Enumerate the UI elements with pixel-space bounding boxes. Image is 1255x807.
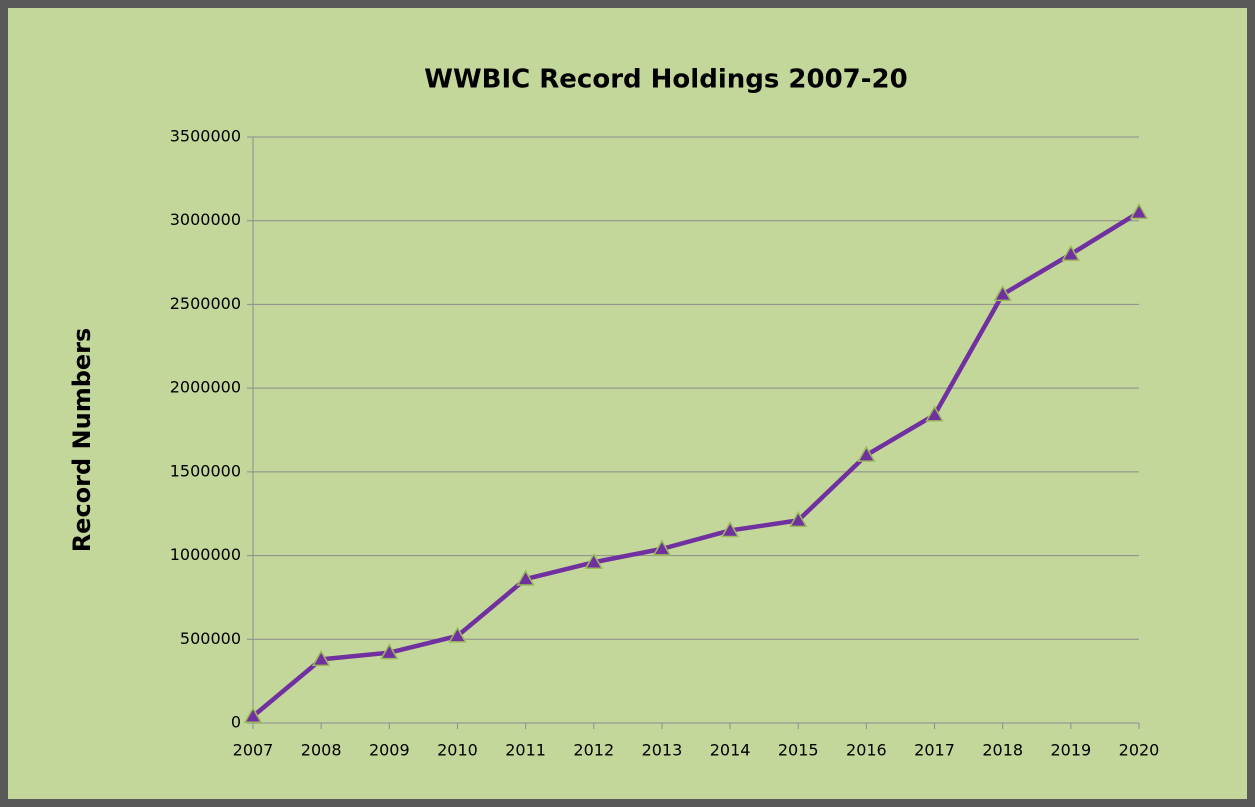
data-marker bbox=[584, 552, 604, 570]
x-tick-label: 2008 bbox=[301, 741, 342, 760]
y-tick-label: 3000000 bbox=[170, 210, 241, 229]
x-tick-label: 2016 bbox=[846, 741, 887, 760]
data-marker bbox=[652, 539, 672, 556]
x-tick-label: 2019 bbox=[1050, 741, 1091, 760]
x-tick-label: 2020 bbox=[1119, 741, 1160, 760]
y-tick-label: 0 bbox=[231, 713, 241, 732]
x-tick-label: 2017 bbox=[914, 741, 955, 760]
data-marker bbox=[1061, 244, 1081, 261]
x-tick-label: 2009 bbox=[369, 741, 410, 760]
data-marker bbox=[788, 510, 808, 528]
x-tick-label: 2011 bbox=[505, 741, 546, 760]
data-line bbox=[251, 210, 1141, 719]
x-tick-label: 2015 bbox=[778, 741, 819, 760]
x-tick-label: 2007 bbox=[233, 741, 274, 760]
data-marker bbox=[720, 520, 740, 538]
x-tick-label: 2013 bbox=[642, 741, 683, 760]
y-tick-label: 1000000 bbox=[170, 545, 241, 564]
data-marker bbox=[857, 445, 876, 462]
data-marker bbox=[243, 706, 263, 724]
data-marker bbox=[380, 643, 399, 660]
data-marker bbox=[925, 405, 944, 422]
chart-title: WWBIC Record Holdings 2007-20 bbox=[424, 65, 907, 95]
y-axis-label: Record Numbers bbox=[68, 328, 96, 553]
data-marker bbox=[1129, 202, 1149, 220]
x-tick-label: 2014 bbox=[710, 741, 751, 760]
x-tick-label: 2018 bbox=[982, 741, 1023, 760]
y-tick-label: 2000000 bbox=[170, 378, 241, 397]
data-marker bbox=[993, 284, 1012, 302]
data-marker bbox=[516, 569, 535, 586]
x-tick-label: 2010 bbox=[437, 741, 478, 760]
y-tick-label: 2500000 bbox=[170, 294, 241, 313]
data-marker bbox=[448, 626, 467, 643]
y-tick-label: 500000 bbox=[180, 629, 241, 648]
x-tick-label: 2012 bbox=[573, 741, 614, 760]
y-tick-label: 1500000 bbox=[170, 461, 241, 480]
y-tick-label: 3500000 bbox=[170, 127, 241, 146]
data-marker bbox=[311, 649, 331, 667]
